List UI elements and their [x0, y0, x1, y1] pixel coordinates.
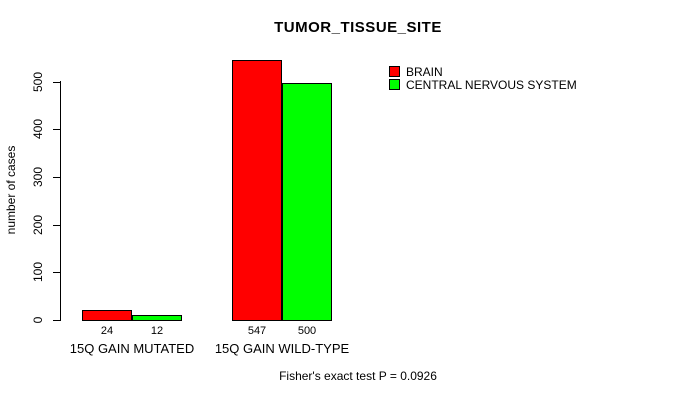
chart-title: TUMOR_TISSUE_SITE [274, 19, 442, 36]
y-tick-mark [53, 320, 60, 321]
y-tick-mark [53, 129, 60, 131]
y-axis-line [60, 81, 61, 321]
y-axis-label: number of cases [4, 145, 18, 235]
y-tick-label: 200 [31, 214, 45, 235]
y-tick-mark [53, 177, 60, 179]
bar-value-label: 500 [297, 325, 317, 337]
bar-central-nervous-system [132, 315, 182, 321]
bar-value-label: 12 [150, 325, 164, 337]
central-nervous-system-color-swatch [389, 79, 400, 90]
y-tick-mark [53, 272, 60, 274]
y-tick-mark [53, 224, 60, 226]
y-tick-label: 300 [31, 167, 45, 188]
legend-item-central-nervous-system: CENTRAL NERVOUS SYSTEM [389, 77, 577, 92]
y-tick-mark [53, 81, 60, 83]
bar-central-nervous-system [282, 83, 332, 321]
y-tick-label: 100 [31, 262, 45, 283]
legend-label-brain: BRAIN [406, 64, 443, 79]
category-label: 15Q GAIN MUTATED [69, 341, 195, 356]
fisher-test-annotation: Fisher's exact test P = 0.0926 [279, 369, 437, 383]
bar-value-label: 547 [247, 325, 267, 337]
legend: BRAIN CENTRAL NERVOUS SYSTEM [389, 64, 577, 92]
bar-brain [232, 60, 282, 321]
brain-color-swatch [389, 66, 400, 77]
y-tick-label: 500 [31, 71, 45, 92]
category-label: 15Q GAIN WILD-TYPE [214, 341, 350, 356]
legend-item-brain: BRAIN [389, 64, 577, 79]
y-tick-label: 0 [31, 316, 45, 324]
y-tick-label: 400 [31, 119, 45, 140]
bar-value-label: 24 [100, 325, 114, 337]
legend-label-central-nervous-system: CENTRAL NERVOUS SYSTEM [406, 77, 577, 92]
bar-brain [82, 310, 132, 321]
